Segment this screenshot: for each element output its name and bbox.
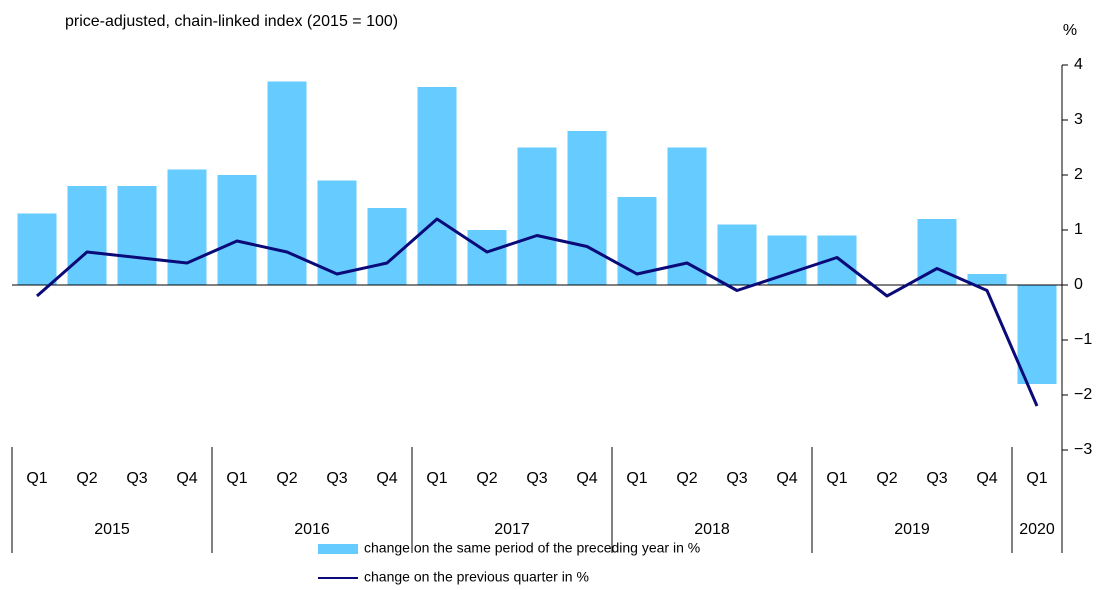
y-tick-label: 1 bbox=[1074, 221, 1083, 238]
x-tick-label: Q2 bbox=[76, 470, 97, 487]
x-tick-label: Q4 bbox=[376, 470, 397, 487]
bar bbox=[567, 131, 607, 285]
year-label: 2016 bbox=[294, 521, 330, 538]
x-tick-label: Q4 bbox=[776, 470, 797, 487]
y-unit: % bbox=[1063, 22, 1077, 39]
x-tick-label: Q3 bbox=[926, 470, 947, 487]
legend-swatch bbox=[318, 544, 358, 554]
bar bbox=[717, 224, 757, 285]
x-tick-label: Q2 bbox=[876, 470, 897, 487]
x-tick-label: Q2 bbox=[676, 470, 697, 487]
legend-label: change on the same period of the precedi… bbox=[364, 540, 700, 556]
y-tick-label: −3 bbox=[1074, 441, 1092, 458]
x-tick-label: Q1 bbox=[26, 470, 47, 487]
year-label: 2019 bbox=[894, 521, 930, 538]
bar bbox=[517, 147, 557, 285]
y-tick-label: 2 bbox=[1074, 166, 1083, 183]
x-tick-label: Q2 bbox=[476, 470, 497, 487]
bar bbox=[467, 230, 507, 285]
y-tick-label: 4 bbox=[1074, 56, 1083, 73]
bar bbox=[67, 186, 107, 285]
x-tick-label: Q1 bbox=[1026, 470, 1047, 487]
x-tick-label: Q4 bbox=[976, 470, 997, 487]
year-label: 2015 bbox=[94, 521, 130, 538]
chart-title: price-adjusted, chain-linked index (2015… bbox=[65, 13, 398, 30]
x-tick-label: Q1 bbox=[626, 470, 647, 487]
bar bbox=[967, 274, 1007, 285]
year-label: 2018 bbox=[694, 521, 730, 538]
x-tick-label: Q4 bbox=[176, 470, 197, 487]
bar bbox=[417, 87, 457, 285]
x-tick-label: Q1 bbox=[826, 470, 847, 487]
x-tick-label: Q1 bbox=[426, 470, 447, 487]
bar bbox=[267, 81, 307, 285]
x-tick-label: Q3 bbox=[326, 470, 347, 487]
bar bbox=[217, 175, 257, 285]
y-tick-label: −1 bbox=[1074, 331, 1092, 348]
bar bbox=[367, 208, 407, 285]
year-label: 2020 bbox=[1019, 521, 1055, 538]
x-tick-label: Q3 bbox=[726, 470, 747, 487]
y-tick-label: 3 bbox=[1074, 111, 1083, 128]
x-tick-label: Q3 bbox=[126, 470, 147, 487]
line bbox=[36, 217, 1039, 407]
legend-label: change on the previous quarter in % bbox=[364, 569, 589, 585]
x-tick-label: Q1 bbox=[226, 470, 247, 487]
x-tick-label: Q3 bbox=[526, 470, 547, 487]
bar bbox=[1017, 285, 1057, 384]
y-tick-label: −2 bbox=[1074, 386, 1092, 403]
bar bbox=[117, 186, 157, 285]
bar bbox=[167, 169, 207, 285]
x-tick-label: Q2 bbox=[276, 470, 297, 487]
bar bbox=[817, 235, 857, 285]
year-label: 2017 bbox=[494, 521, 530, 538]
bar bbox=[17, 213, 57, 285]
x-tick-label: Q4 bbox=[576, 470, 597, 487]
y-tick-label: 0 bbox=[1074, 276, 1083, 293]
